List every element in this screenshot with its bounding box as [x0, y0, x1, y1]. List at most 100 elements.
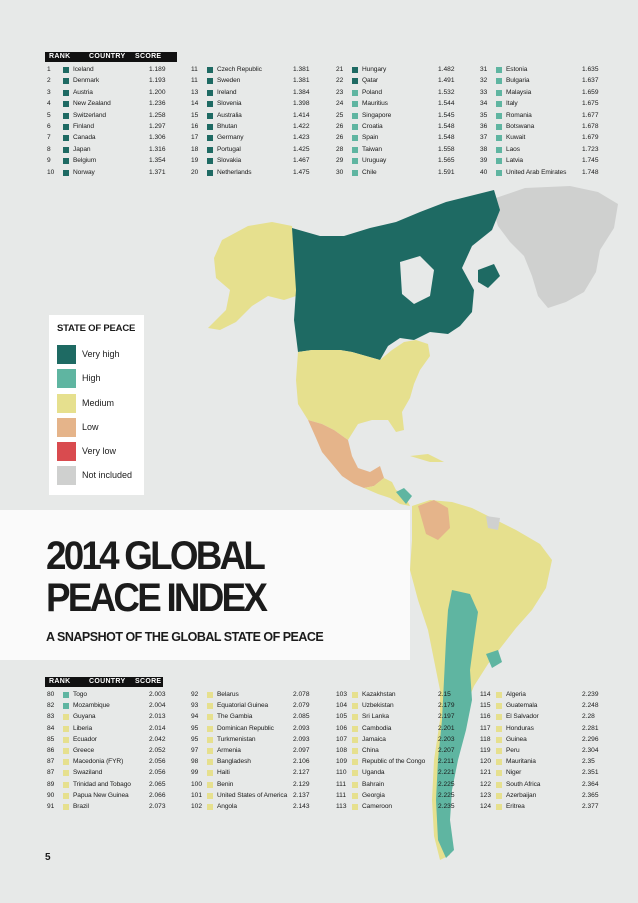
score-cell: 2.056	[149, 769, 166, 777]
peace-level-swatch	[63, 89, 69, 96]
country-cell: Spain	[362, 134, 379, 142]
peace-level-swatch	[496, 124, 502, 130]
country-cell: Macedonia (FYR)	[73, 758, 124, 766]
country-cell: Finland	[73, 123, 94, 130]
country-cell: China	[362, 747, 379, 754]
score-cell: 2.207	[438, 747, 455, 754]
table-row: 6 Finland 1.297	[47, 121, 197, 132]
rank-cell: 123	[480, 791, 492, 799]
rank-cell: 120	[480, 758, 492, 766]
table-row: 11 Czech Republic 1.381	[191, 64, 341, 75]
table-row: 40 United Arab Emirates 1.748	[480, 167, 630, 178]
country-cell: Mauritius	[362, 100, 388, 108]
country-cell: El Salvador	[506, 713, 539, 721]
table-row: 32 Bulgaria 1.637	[480, 75, 630, 86]
country-cell: Estonia	[506, 66, 528, 73]
table-row: 13 Ireland 1.384	[191, 87, 341, 98]
score-cell: 1.354	[149, 157, 166, 165]
score-cell: 1.200	[149, 88, 166, 96]
table-row: 95 Dominican Republic 2.093	[191, 723, 341, 734]
rank-cell: 8	[47, 145, 51, 153]
rank-cell: 106	[336, 724, 348, 732]
rank-cell: 93	[191, 702, 199, 710]
mexico-region	[308, 420, 384, 488]
peace-level-swatch	[496, 759, 502, 766]
rank-cell: 86	[47, 747, 55, 754]
peace-level-swatch	[496, 78, 502, 85]
score-cell: 1.675	[582, 100, 599, 108]
country-cell: Guinea	[506, 735, 527, 743]
rank-cell: 1	[47, 66, 51, 73]
table-row: 24 Mauritius 1.544	[336, 98, 486, 109]
central-america-region	[364, 478, 410, 506]
country-cell: Botswana	[506, 123, 535, 130]
country-cell: Ireland	[217, 88, 237, 96]
score-cell: 1.381	[293, 77, 310, 85]
peace-level-swatch	[352, 135, 358, 142]
country-cell: Norway	[73, 168, 95, 176]
table-row: 33 Malaysia 1.659	[480, 87, 630, 98]
peace-level-swatch	[496, 748, 502, 754]
country-cell: Equatorial Guinea	[217, 702, 269, 710]
table-row: 86 Greece 2.052	[47, 745, 197, 756]
peace-level-swatch	[207, 124, 213, 130]
score-cell: 2.066	[149, 791, 166, 799]
table-row: 38 Laos 1.723	[480, 144, 630, 155]
peace-level-swatch	[63, 748, 69, 754]
score-cell: 2.079	[293, 702, 310, 710]
peace-level-swatch	[207, 792, 213, 799]
country-cell: Belgium	[73, 157, 97, 165]
table-row: 92 Belarus 2.078	[191, 689, 341, 700]
score-cell: 1.482	[438, 66, 455, 73]
rank-cell: 25	[336, 111, 344, 119]
score-cell: 1.384	[293, 88, 310, 96]
score-cell: 2.014	[149, 724, 166, 732]
table-row: 91 Brazil 2.073	[47, 801, 197, 812]
rank-cell: 11	[191, 77, 198, 85]
rank-cell: 18	[191, 145, 199, 153]
rank-cell: 28	[336, 145, 344, 153]
country-cell: Sweden	[217, 77, 241, 85]
score-cell: 2.137	[293, 791, 310, 799]
table-row: 7 Canada 1.306	[47, 132, 197, 143]
score-cell: 1.236	[149, 100, 166, 108]
top-table-header: RANK COUNTRY SCORE	[45, 52, 177, 62]
peace-level-swatch	[496, 89, 502, 96]
score-cell: 2.073	[149, 803, 166, 810]
peace-level-swatch	[352, 759, 358, 766]
rank-cell: 103	[336, 691, 348, 698]
peace-level-swatch	[207, 759, 213, 766]
rank-cell: 102	[191, 803, 203, 810]
peace-level-swatch	[207, 67, 213, 73]
score-cell: 1.258	[149, 111, 166, 119]
peace-level-swatch	[496, 714, 502, 721]
table-row: 11 Sweden 1.381	[191, 75, 341, 86]
table-row: 30 Chile 1.591	[336, 167, 486, 178]
rank-header: RANK	[49, 53, 71, 60]
rank-cell: 82	[47, 702, 55, 710]
table-row: 108 China 2.207	[336, 745, 486, 756]
score-cell: 1.475	[293, 168, 310, 176]
legend-swatch	[57, 345, 76, 364]
country-cell: Hungary	[362, 66, 387, 73]
rank-cell: 107	[336, 735, 348, 743]
country-cell: New Zealand	[73, 100, 111, 108]
country-cell: Togo	[73, 691, 87, 698]
peace-level-swatch	[496, 804, 502, 810]
peace-level-swatch	[496, 67, 502, 73]
rank-cell: 101	[191, 791, 203, 799]
score-cell: 2.013	[149, 713, 166, 721]
rank-cell: 15	[191, 111, 199, 119]
rank-cell: 91	[47, 803, 55, 810]
peace-level-swatch	[352, 748, 358, 754]
peace-level-swatch	[352, 692, 358, 698]
rank-cell: 37	[480, 134, 488, 142]
score-cell: 2.179	[438, 702, 455, 710]
peace-level-swatch	[63, 703, 69, 710]
table-row: 25 Singapore 1.545	[336, 110, 486, 121]
table-row: 9 Belgium 1.354	[47, 155, 197, 166]
score-cell: 1.381	[293, 66, 310, 73]
rank-cell: 108	[336, 747, 348, 754]
peace-level-swatch	[207, 781, 213, 788]
table-row: 100 Benin 2.129	[191, 779, 341, 790]
